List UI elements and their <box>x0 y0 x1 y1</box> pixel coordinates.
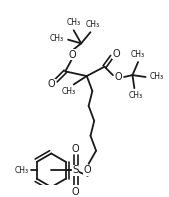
Text: S: S <box>72 165 79 175</box>
Text: O: O <box>84 165 91 175</box>
Text: CH₃: CH₃ <box>128 91 142 100</box>
Text: O: O <box>69 50 77 59</box>
Text: CH₃: CH₃ <box>67 18 81 27</box>
Text: CH₃: CH₃ <box>131 50 145 59</box>
Text: CH₃: CH₃ <box>14 166 28 175</box>
Text: O: O <box>72 187 79 197</box>
Text: CH₃: CH₃ <box>150 72 164 81</box>
Text: CH₃: CH₃ <box>62 87 76 96</box>
Text: O: O <box>72 144 79 154</box>
Text: O: O <box>115 72 122 82</box>
Text: O: O <box>47 79 55 89</box>
Text: CH₃: CH₃ <box>50 34 64 43</box>
Text: CH₃: CH₃ <box>85 20 99 29</box>
Text: O: O <box>113 49 120 59</box>
